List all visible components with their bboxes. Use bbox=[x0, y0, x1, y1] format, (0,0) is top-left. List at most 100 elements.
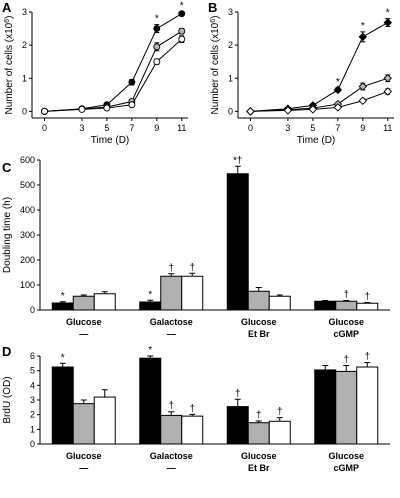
bar bbox=[51, 302, 74, 311]
bar bbox=[356, 302, 379, 311]
y-tick-label: 0 bbox=[30, 305, 35, 315]
x-tick-label: 5 bbox=[310, 123, 315, 133]
data-point bbox=[78, 105, 86, 113]
category-sublabel: Et Br bbox=[248, 329, 270, 339]
y-tick-label: 600 bbox=[20, 155, 35, 165]
significance-mark: *† bbox=[233, 155, 242, 166]
significance-mark: * bbox=[148, 289, 152, 300]
category-label: Glucose bbox=[241, 317, 277, 327]
bar bbox=[356, 366, 379, 445]
y-tick-label: 400 bbox=[20, 205, 35, 215]
y-tick-label: 2 bbox=[22, 40, 27, 50]
category-sublabel: — bbox=[79, 329, 88, 339]
category-label: Glucose bbox=[328, 317, 364, 327]
data-point bbox=[153, 25, 161, 33]
panel-label: D bbox=[2, 344, 11, 359]
panel-D: D 0 1 2 3 4 5 6 BrdU (OD) * Glucose — * † † Galactose — †… bbox=[2, 344, 390, 473]
series-line bbox=[250, 91, 388, 112]
bar bbox=[72, 295, 95, 311]
panel-label: A bbox=[2, 0, 12, 15]
bar bbox=[335, 370, 358, 445]
y-tick-label: 0 bbox=[22, 106, 27, 116]
category-label: Glucose bbox=[328, 451, 364, 461]
category-sublabel: — bbox=[79, 463, 88, 473]
bar bbox=[226, 173, 249, 311]
x-tick-label: 0 bbox=[248, 123, 253, 133]
significance-mark: † bbox=[343, 290, 349, 301]
x-tick-label: 9 bbox=[154, 123, 159, 133]
data-point bbox=[153, 58, 161, 66]
data-point bbox=[308, 105, 318, 114]
significance-mark: † bbox=[168, 263, 174, 274]
category-group: † † Glucose cGMP bbox=[314, 290, 379, 339]
series-1 bbox=[41, 27, 186, 115]
x-tick-label: 11 bbox=[383, 123, 392, 133]
significance-mark: † bbox=[256, 410, 262, 421]
significance-mark: * bbox=[61, 352, 65, 363]
y-tick-label: 3 bbox=[30, 395, 35, 405]
data-point bbox=[178, 35, 186, 43]
category-group: * Glucose — bbox=[51, 352, 116, 473]
data-point bbox=[383, 74, 392, 83]
data-point bbox=[358, 32, 368, 42]
bar bbox=[51, 366, 74, 445]
x-tick-label: 7 bbox=[129, 123, 134, 133]
data-point bbox=[178, 10, 186, 18]
x-axis-label: Time (D) bbox=[297, 135, 336, 146]
y-tick-label: 2 bbox=[228, 40, 233, 50]
bar bbox=[72, 403, 95, 445]
category-group: † † † Glucose Et Br bbox=[226, 388, 291, 473]
category-label: Glucose bbox=[241, 451, 277, 461]
y-tick-label: 1 bbox=[22, 73, 27, 83]
bar bbox=[247, 290, 270, 311]
data-point bbox=[246, 107, 255, 116]
series-line bbox=[44, 13, 183, 112]
bar bbox=[139, 301, 162, 311]
y-tick-label: 4 bbox=[30, 380, 35, 390]
bar bbox=[181, 275, 204, 311]
y-tick-label: 1 bbox=[30, 424, 35, 434]
category-sublabel: cGMP bbox=[333, 329, 359, 339]
y-tick-label: 300 bbox=[20, 230, 35, 240]
bar bbox=[314, 300, 337, 311]
bar bbox=[226, 406, 249, 445]
significance-mark: † bbox=[235, 388, 241, 399]
series-0 bbox=[41, 10, 186, 115]
x-tick-label: 7 bbox=[335, 123, 340, 133]
bar bbox=[181, 415, 204, 445]
data-point bbox=[333, 103, 343, 112]
y-axis-label: Number of cells (x106) bbox=[210, 16, 222, 115]
significance-mark: * bbox=[386, 8, 390, 19]
data-point bbox=[358, 96, 368, 106]
panel-C: C 0 100 200 300 400 500 600 Doubling time (h) * Gl… bbox=[2, 155, 390, 339]
significance-mark: † bbox=[364, 352, 370, 363]
category-group: * Glucose — bbox=[51, 291, 116, 339]
significance-mark: † bbox=[189, 262, 195, 273]
y-axis-label: Number of cells (x106) bbox=[4, 16, 16, 115]
x-axis-label: Time (D) bbox=[91, 135, 130, 146]
significance-mark: † bbox=[189, 403, 195, 414]
significance-mark: † bbox=[277, 407, 283, 418]
data-point bbox=[128, 78, 136, 86]
y-tick-label: 100 bbox=[20, 280, 35, 290]
x-tick-label: 3 bbox=[79, 123, 84, 133]
series-2 bbox=[246, 87, 392, 116]
bar bbox=[139, 357, 162, 445]
x-tick-label: 0 bbox=[42, 123, 47, 133]
y-tick-label: 200 bbox=[20, 255, 35, 265]
bar bbox=[93, 293, 116, 311]
category-group: † † Glucose cGMP bbox=[314, 352, 379, 473]
x-tick-label: 5 bbox=[104, 123, 109, 133]
panel-label: B bbox=[208, 0, 217, 15]
significance-mark: † bbox=[168, 401, 174, 412]
y-tick-label: 0 bbox=[228, 106, 233, 116]
series-2 bbox=[41, 35, 186, 115]
y-tick-label: 1 bbox=[228, 73, 233, 83]
panel-B: B 0 1 2 3 0 3 5 7 9 11 Time (D) Number of cells (x10… bbox=[208, 0, 394, 146]
category-sublabel: Et Br bbox=[248, 463, 270, 473]
category-sublabel: cGMP bbox=[333, 463, 359, 473]
x-tick-label: 11 bbox=[177, 123, 186, 133]
data-point bbox=[358, 82, 368, 91]
x-tick-label: 9 bbox=[360, 123, 365, 133]
significance-mark: * bbox=[361, 21, 365, 32]
